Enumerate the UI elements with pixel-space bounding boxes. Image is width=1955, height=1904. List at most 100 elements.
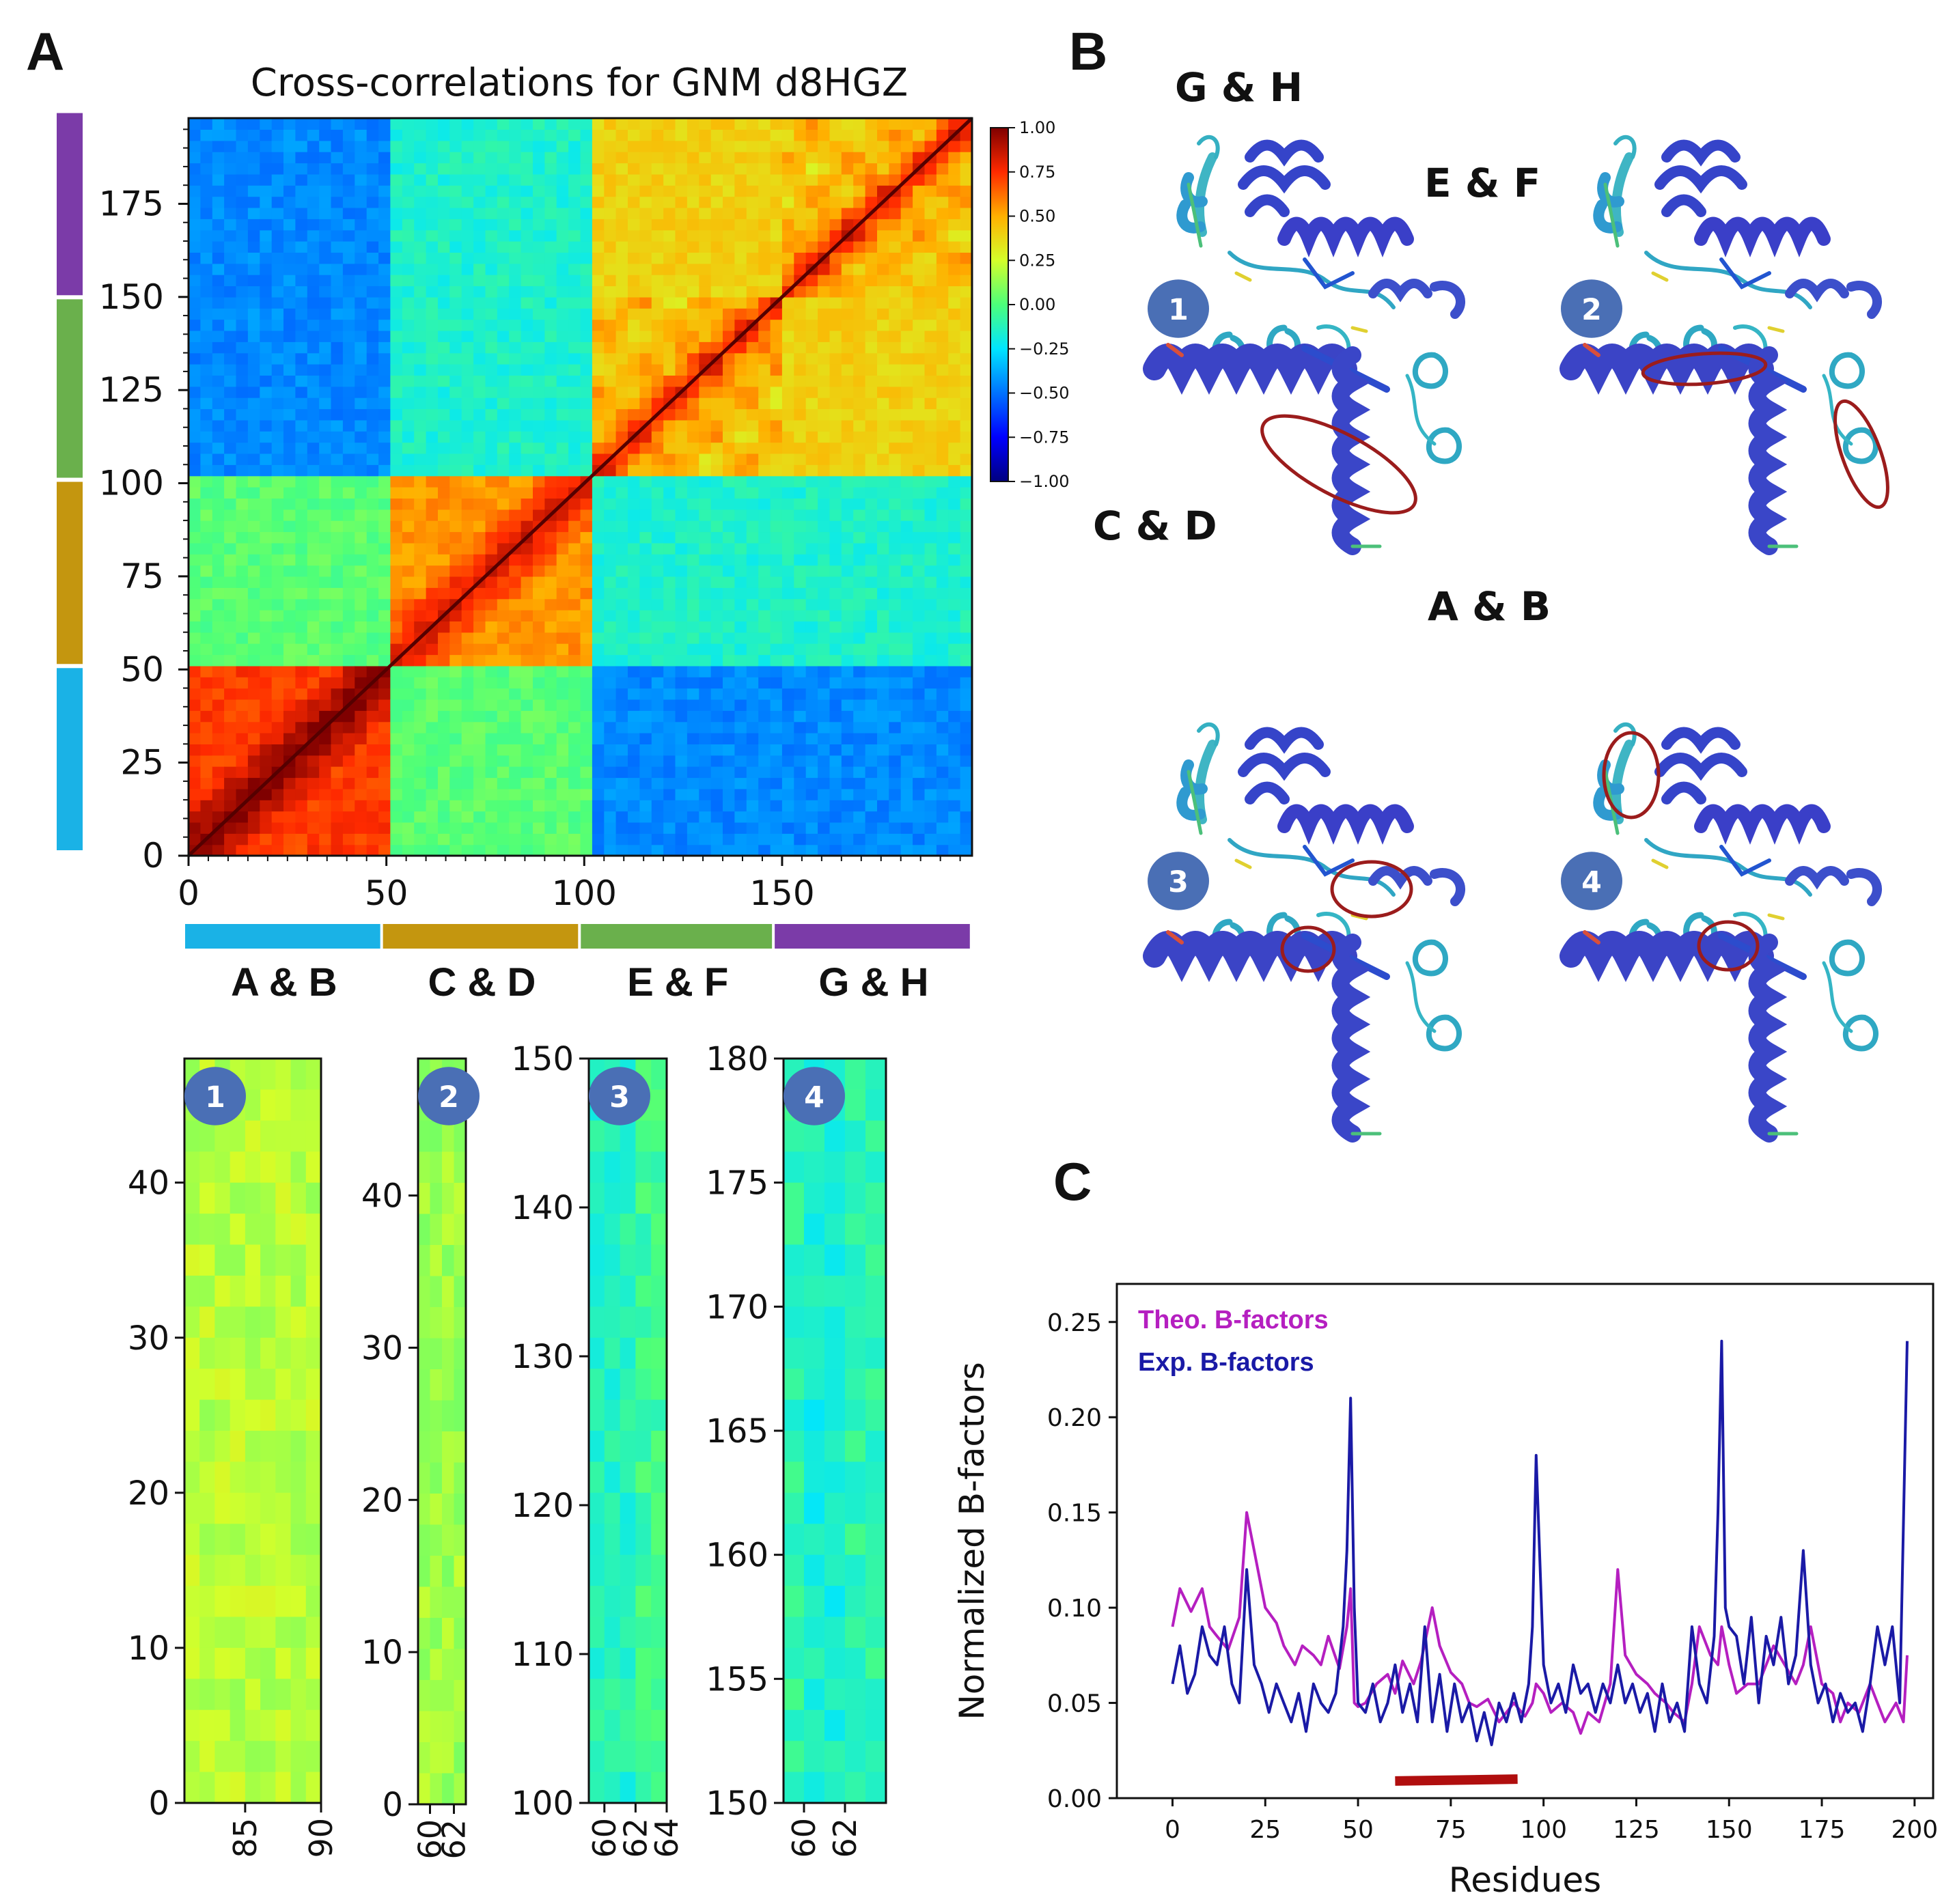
zoom-heatmap-cell <box>214 1492 231 1524</box>
heatmap-cell <box>734 509 747 521</box>
heatmap-cell <box>497 330 510 342</box>
heatmap-cell <box>853 397 866 410</box>
heatmap-cell <box>212 632 225 644</box>
heatmap-cell <box>948 241 961 253</box>
heatmap-cell <box>794 285 807 298</box>
heatmap-cell <box>746 755 759 767</box>
heatmap-cell <box>402 364 415 376</box>
heatmap-cell <box>770 442 783 454</box>
heatmap-cell <box>533 408 545 421</box>
zoom-heatmap-cell <box>589 1431 605 1462</box>
heatmap-cell <box>497 542 510 555</box>
heatmap-cell <box>639 296 652 309</box>
heatmap-cell <box>663 844 676 856</box>
heatmap-cell <box>687 677 699 689</box>
heatmap-cell <box>604 643 617 656</box>
heatmap-cell <box>865 643 878 656</box>
heatmap-cell <box>509 431 522 443</box>
heatmap-cell <box>366 219 379 231</box>
heatmap-cell <box>960 431 973 443</box>
heatmap-cell <box>568 475 581 488</box>
heatmap-cell <box>200 152 213 164</box>
heatmap-cell <box>247 263 260 275</box>
heatmap-cell <box>924 509 937 521</box>
heatmap-cell <box>841 643 854 656</box>
heatmap-cell <box>889 788 902 800</box>
heatmap-cell <box>473 453 486 465</box>
heatmap-cell <box>794 509 807 521</box>
heatmap-cell <box>758 576 771 588</box>
heatmap-cell <box>426 531 439 544</box>
heatmap-cell <box>521 654 533 667</box>
heatmap-cell <box>853 263 866 275</box>
heatmap-cell <box>734 341 747 354</box>
heatmap-cell <box>271 844 284 856</box>
heatmap-cell <box>889 733 902 744</box>
heatmap-cell <box>461 275 474 287</box>
heatmap-cell <box>331 733 344 744</box>
zoom-heatmap-cell <box>589 1275 605 1307</box>
heatmap-cell <box>913 833 926 845</box>
heatmap-cell <box>224 453 237 465</box>
heatmap-cell <box>794 710 807 723</box>
heatmap-cell <box>651 833 664 845</box>
heatmap-cell <box>936 364 949 376</box>
heatmap-cell <box>900 576 913 588</box>
heatmap-cell <box>533 241 545 253</box>
heatmap-cell <box>781 173 794 186</box>
heatmap-cell <box>247 811 260 823</box>
heatmap-cell <box>568 576 581 588</box>
heatmap-cell <box>189 587 201 600</box>
heatmap-cell <box>924 565 937 577</box>
zoom-heatmap-cell <box>604 1275 621 1307</box>
zoom-heatmap-cell <box>430 1121 443 1153</box>
heatmap-cell <box>212 744 225 756</box>
heatmap-cell <box>568 509 581 521</box>
heatmap-cell <box>770 275 783 287</box>
heatmap-cell <box>592 219 605 231</box>
zoom-heatmap-cell <box>199 1554 215 1586</box>
heatmap-cell <box>900 442 913 454</box>
heatmap-cell <box>841 610 854 621</box>
zoom-y-tick-label: 10 <box>128 1629 169 1668</box>
heatmap-cell <box>307 397 320 410</box>
heatmap-cell <box>580 542 593 555</box>
heatmap-cell <box>651 654 664 667</box>
heatmap-cell <box>818 275 831 287</box>
heatmap-cell <box>247 229 260 242</box>
heatmap-cell <box>271 207 284 219</box>
heatmap-cell <box>568 844 581 856</box>
zoom-heatmap-cell <box>418 1338 431 1370</box>
heatmap-cell <box>615 408 628 421</box>
heatmap-cell <box>865 375 878 387</box>
heatmap-cell <box>841 587 854 600</box>
heatmap-cell <box>770 542 783 555</box>
heatmap-cell <box>900 811 913 823</box>
heatmap-cell <box>366 275 379 287</box>
heatmap-cell <box>247 475 260 488</box>
heatmap-cell <box>200 621 213 633</box>
heatmap-cell <box>675 118 688 130</box>
heatmap-cell <box>651 766 664 779</box>
heatmap-cell <box>260 408 273 421</box>
y-tick-label: 100 <box>99 464 164 503</box>
heatmap-cell <box>236 419 249 432</box>
heatmap-cell <box>414 755 427 767</box>
zoom-heatmap-cell <box>305 1244 322 1276</box>
heatmap-cell <box>948 173 961 186</box>
heatmap-cell <box>687 185 699 197</box>
heatmap-cell <box>283 587 296 600</box>
heatmap-cell <box>841 196 854 208</box>
heatmap-cell <box>746 844 759 856</box>
heatmap-cell <box>651 207 664 219</box>
heatmap-cell <box>224 833 237 845</box>
heatmap-cell <box>900 129 913 141</box>
heatmap-cell <box>699 800 712 812</box>
heatmap-cell <box>189 520 201 533</box>
heatmap-cell <box>687 509 699 521</box>
zoom-heatmap-cell <box>290 1369 307 1401</box>
heatmap-cell <box>283 464 296 477</box>
heatmap-cell <box>426 263 439 275</box>
heatmap-cell <box>604 431 617 443</box>
heatmap-cell <box>247 733 260 744</box>
